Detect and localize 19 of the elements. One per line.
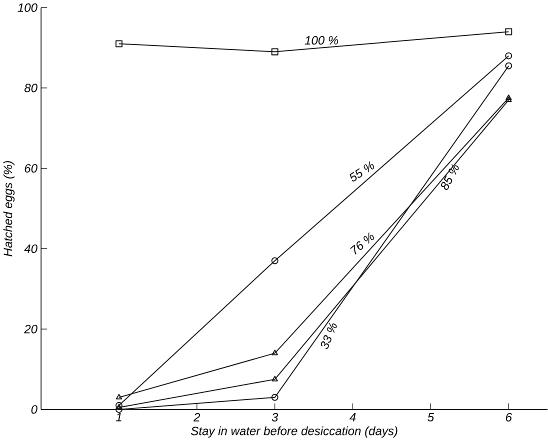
x-tick-label: 3 (272, 413, 278, 422)
x-tick-label: 2 (194, 413, 200, 422)
text: 55 % (350, 161, 374, 182)
y-tick-label: 40 (24, 244, 38, 253)
x-tick-label: 6 (506, 413, 512, 422)
text: 33 % (320, 322, 337, 350)
y-tick-label: 100 (18, 3, 38, 12)
x-tick-label: 1 (116, 413, 122, 422)
x-axis-title: Stay in water before desiccation (days) (190, 426, 398, 438)
text: 76 % (350, 232, 374, 255)
y-tick-label: 0 (31, 405, 38, 414)
text: 85 % (441, 164, 459, 190)
y-axis-title: Hatched eggs (%) (3, 161, 15, 256)
y-tick-label: 20 (24, 324, 38, 334)
series-label: 100 % (304, 36, 338, 45)
y-tick-label: 80 (24, 84, 38, 92)
x-tick-label: 5 (428, 413, 434, 422)
x-tick-label: 4 (350, 413, 356, 422)
y-tick-label: 60 (24, 164, 38, 173)
